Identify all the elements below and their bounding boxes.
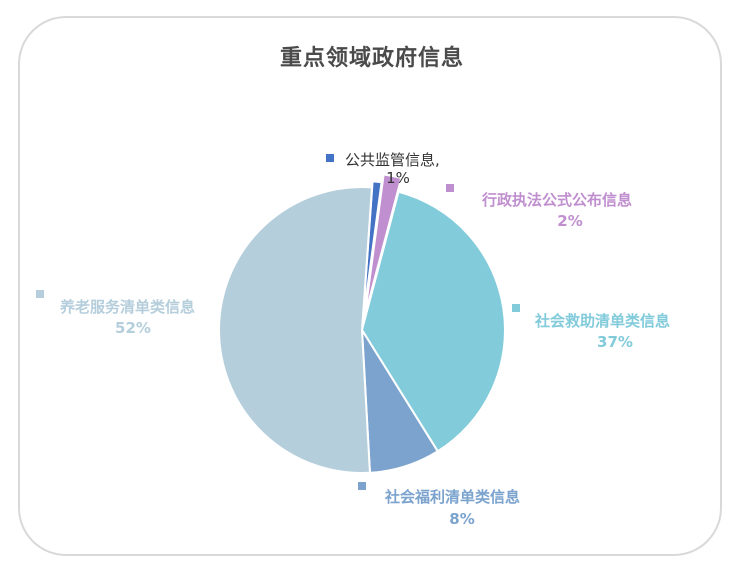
slice-percent-label: 37% <box>597 333 633 351</box>
pie-slice <box>363 173 403 317</box>
legend-marker <box>446 184 454 192</box>
legend-marker <box>512 304 520 312</box>
chart-title: 重点领域政府信息 <box>279 45 464 71</box>
slice-percent-label: 1% <box>386 169 410 187</box>
legend-marker <box>358 482 366 490</box>
pie-slice <box>361 180 383 325</box>
pie-slice <box>218 186 374 474</box>
legend-marker <box>36 290 44 298</box>
legend-marker <box>326 154 334 162</box>
slice-percent-label: 8% <box>449 510 474 528</box>
slice-name-label: 社会救助清单类信息 <box>534 312 670 330</box>
slice-name-label: 养老服务清单类信息 <box>59 298 195 316</box>
slice-name-label: 公共监管信息, <box>345 151 440 169</box>
slice-percent-label: 2% <box>557 212 582 230</box>
slice-percent-label: 52% <box>115 319 151 337</box>
slice-name-label: 社会福利清单类信息 <box>384 488 520 506</box>
slice-name-label: 行政执法公式公布信息 <box>481 191 632 209</box>
